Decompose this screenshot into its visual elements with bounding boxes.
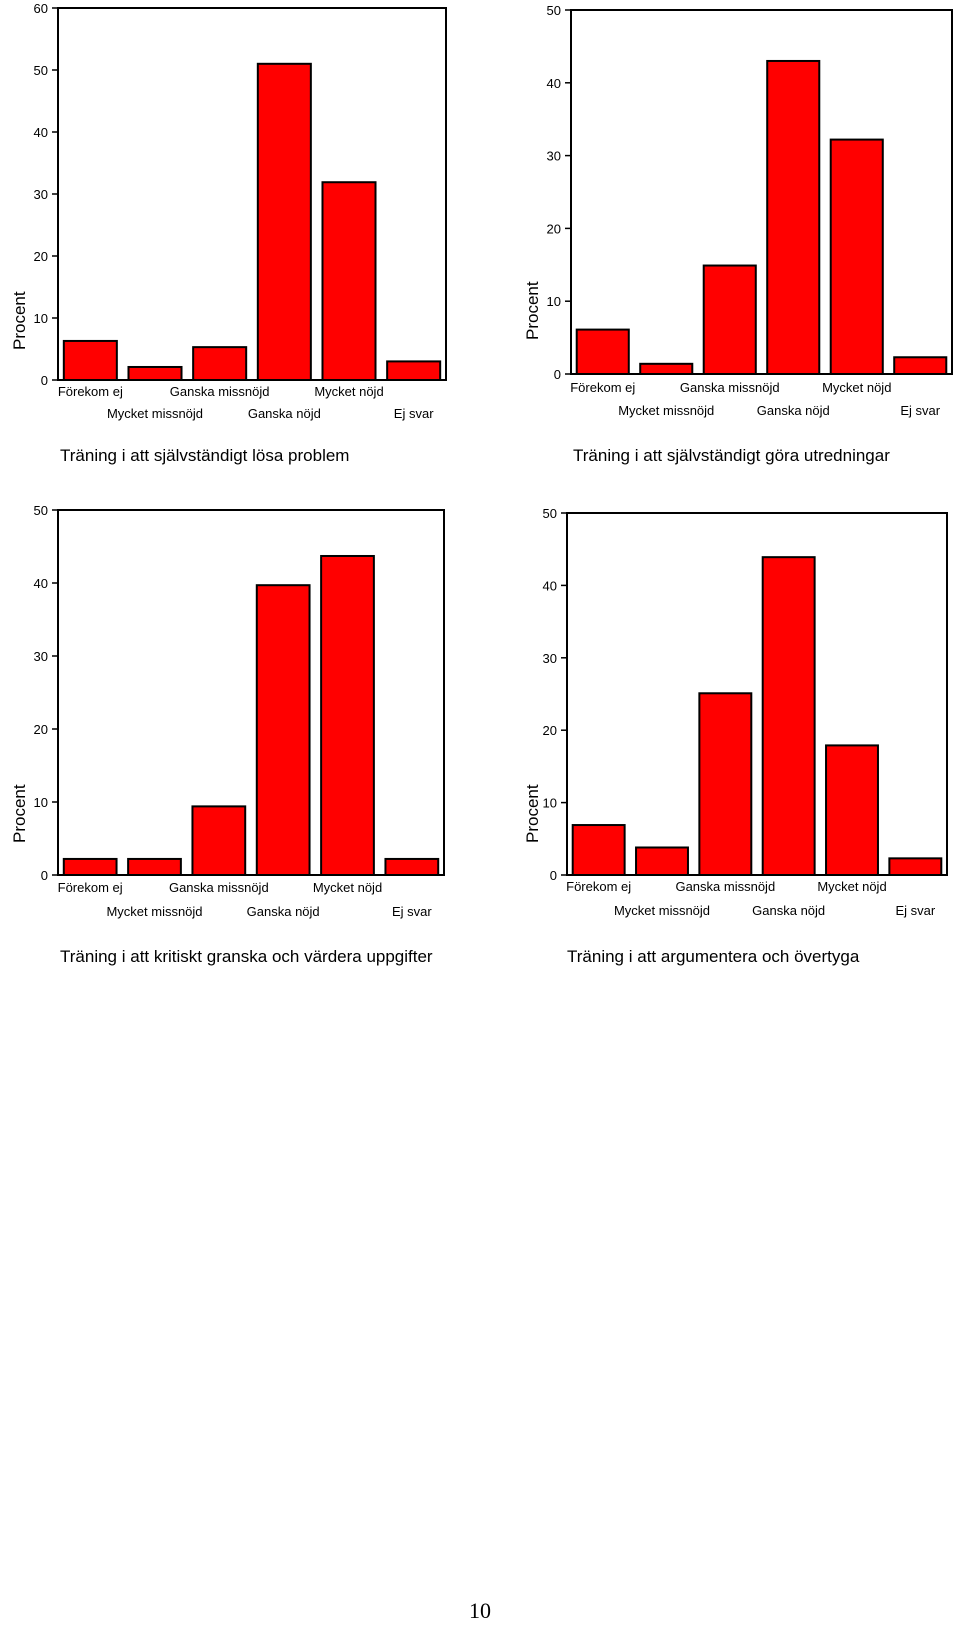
chart-1: 0 10 20 30 40 50 60 Förekom ej Mycket missnöjd Ga… [10, 1, 447, 465]
y-tick-label: 10 [543, 796, 557, 811]
y-tick-label: 50 [34, 63, 48, 78]
x-category-label: Mycket nöjd [314, 384, 383, 399]
charts-canvas: 0 10 20 30 40 50 60 Förekom ej Mycket missnöjd Ga… [10, 1, 953, 966]
y-axis-label: Procent [523, 784, 542, 843]
bar-3 [191, 805, 247, 877]
y-tick-label: 30 [34, 187, 48, 202]
x-category-label: Mycket missnöjd [106, 904, 202, 919]
y-tick-label: 30 [34, 649, 48, 664]
x-category-label: Ej svar [392, 904, 432, 919]
y-tick-label: 50 [34, 503, 48, 518]
chart-2: 0 10 20 30 40 50 Förekom ej Mycket missnöjd Gans… [523, 3, 953, 465]
x-category-label: Ganska nöjd [247, 904, 320, 919]
x-category-label: Förekom ej [58, 384, 123, 399]
y-tick-label: 20 [543, 723, 557, 738]
bar-3 [698, 692, 753, 876]
chart-title: Träning i att argumentera och övertyga [567, 947, 860, 966]
y-tick-label: 0 [554, 367, 561, 382]
bar-1 [62, 857, 118, 877]
y-tick-label: 20 [34, 722, 48, 737]
plot-frame [566, 512, 948, 876]
bar-5 [825, 744, 879, 876]
x-category-label: Mycket missnöjd [618, 403, 714, 418]
bar-3 [702, 264, 757, 376]
x-category-label: Ganska missnöjd [169, 880, 269, 895]
bar-4 [761, 556, 816, 876]
bar-6 [386, 360, 442, 381]
chart-title: Träning i att självständigt lösa problem [60, 446, 349, 465]
y-tick-label: 40 [34, 125, 48, 140]
y-tick-label: 50 [543, 506, 557, 521]
plot-frame [57, 7, 447, 381]
bar-2 [127, 365, 183, 382]
chart-title: Träning i att kritiskt granska och värde… [60, 947, 433, 966]
y-tick-label: 20 [547, 221, 561, 236]
bar-2 [639, 362, 694, 376]
x-category-label: Ganska nöjd [757, 403, 830, 418]
x-category-label: Förekom ej [566, 879, 631, 894]
x-category-label: Ganska nöjd [752, 903, 825, 918]
bar-5 [320, 554, 375, 876]
y-tick-label: 0 [550, 868, 557, 883]
y-tick-label: 60 [34, 1, 48, 16]
y-tick-label: 30 [547, 149, 561, 164]
y-tick-label: 40 [547, 76, 561, 91]
x-category-label: Ej svar [895, 903, 935, 918]
x-category-label: Förekom ej [570, 380, 635, 395]
y-tick-label: 10 [547, 294, 561, 309]
x-category-label: Ganska missnöjd [680, 380, 780, 395]
y-tick-label: 40 [543, 578, 557, 593]
bar-4 [256, 62, 312, 382]
x-category-label: Mycket nöjd [817, 879, 886, 894]
x-category-label: Ganska missnöjd [675, 879, 775, 894]
y-axis-label: Procent [10, 784, 29, 843]
x-category-label: Ej svar [394, 406, 434, 421]
chart-3: 0 10 20 30 40 50 Förekom ej Mycket missnöjd Gans… [10, 503, 445, 966]
plot-frame [570, 9, 953, 375]
y-tick-label: 40 [34, 576, 48, 591]
x-category-label: Förekom ej [58, 880, 123, 895]
y-tick-label: 10 [34, 795, 48, 810]
x-category-label: Mycket missnöjd [107, 406, 203, 421]
plot-frame [57, 509, 445, 876]
bar-5 [829, 138, 884, 375]
y-tick-label: 20 [34, 249, 48, 264]
bar-3 [192, 346, 248, 382]
y-tick-label: 0 [41, 373, 48, 388]
bar-6 [893, 356, 948, 376]
x-category-label: Ganska missnöjd [170, 384, 270, 399]
x-category-label: Mycket missnöjd [614, 903, 710, 918]
y-axis-label: Procent [523, 281, 542, 340]
y-tick-label: 0 [41, 868, 48, 883]
bar-6 [384, 857, 440, 877]
y-tick-label: 10 [34, 311, 48, 326]
page-number: 10 [469, 1598, 491, 1623]
y-tick-label: 30 [543, 651, 557, 666]
y-axis-label: Procent [10, 291, 29, 350]
bar-6 [888, 857, 943, 877]
chart-4: 0 10 20 30 40 50 Förekom ej Mycket missnöjd Gans… [523, 506, 948, 966]
x-category-label: Ganska nöjd [248, 406, 321, 421]
x-category-label: Mycket nöjd [313, 880, 382, 895]
chart-title: Träning i att självständigt göra utredni… [573, 446, 890, 465]
x-category-label: Ej svar [900, 403, 940, 418]
bar-1 [62, 339, 118, 382]
bar-2 [635, 846, 689, 876]
bar-1 [571, 824, 626, 877]
bar-2 [127, 857, 182, 877]
y-tick-label: 50 [547, 3, 561, 18]
x-category-label: Mycket nöjd [822, 380, 891, 395]
bar-4 [766, 59, 821, 376]
bar-5 [321, 181, 377, 381]
bar-4 [255, 584, 311, 876]
bar-1 [575, 328, 630, 376]
